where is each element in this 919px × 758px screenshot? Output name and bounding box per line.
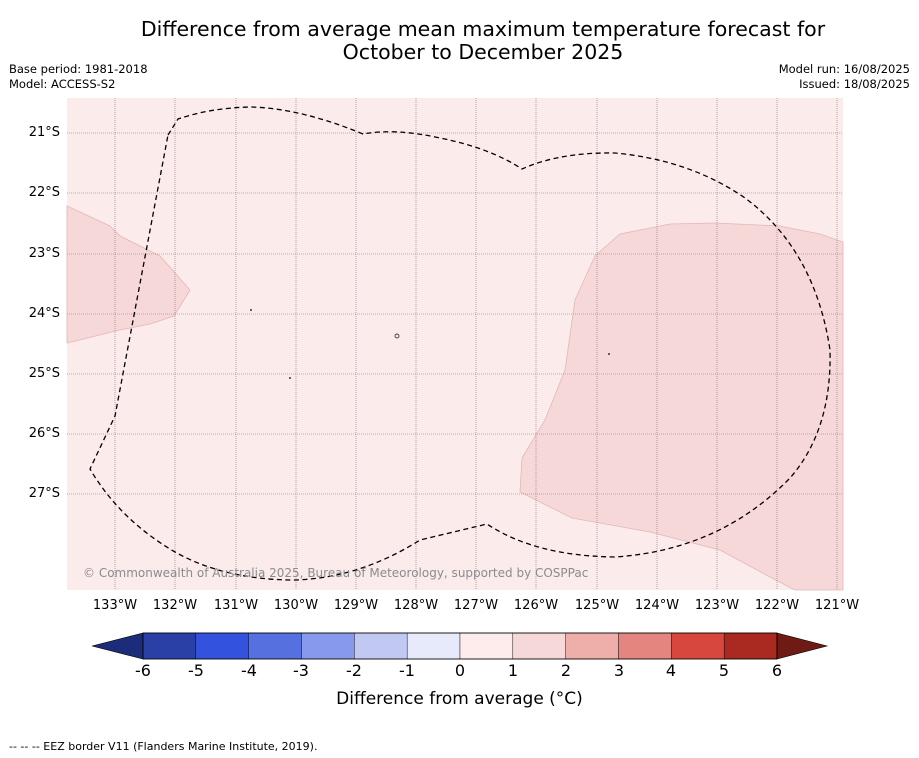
lat-label: 22°S (28, 185, 60, 200)
colorbar-bin (354, 632, 408, 660)
colorbar-tick: 2 (560, 661, 572, 680)
issued-date: Issued: 18/08/2025 (799, 77, 910, 91)
lon-label: 124°W (634, 598, 680, 613)
map-title-line2: October to December 2025 (342, 40, 624, 64)
lon-label: 132°W (152, 598, 198, 613)
meta-left: Base period: 1981-2018 Model: ACCESS-S2 (9, 62, 148, 92)
colorbar-low-extension (91, 632, 144, 660)
colorbar-bin (512, 632, 566, 660)
lon-label: 121°W (814, 598, 860, 613)
lat-label: 25°S (28, 366, 60, 381)
model-run: Model run: 16/08/2025 (778, 62, 910, 76)
colorbar-tick: -3 (293, 661, 309, 680)
anomaly-patch-east (519, 222, 844, 591)
colorbar-tick: -4 (241, 661, 257, 680)
lat-label: 26°S (28, 426, 60, 441)
base-period: Base period: 1981-2018 (9, 62, 148, 76)
copyright-notice: © Commonwealth of Australia 2025, Bureau… (83, 566, 589, 580)
lat-label: 27°S (28, 486, 60, 501)
anomaly-patch-west (66, 205, 191, 344)
lon-label: 123°W (694, 598, 740, 613)
colorbar-tick: -1 (399, 661, 415, 680)
colorbar-tick: -6 (135, 661, 151, 680)
colorbar-bin (142, 632, 197, 660)
lon-label: 129°W (333, 598, 379, 613)
colorbar-bins (142, 632, 778, 660)
lon-label: 131°W (213, 598, 259, 613)
island-marker (289, 377, 291, 379)
lat-label: 21°S (28, 125, 60, 140)
map-title: Difference from average mean maximum tem… (0, 18, 919, 64)
colorbar-bin (301, 632, 355, 660)
island-marker (394, 333, 400, 339)
lon-label: 133°W (92, 598, 138, 613)
colorbar-high-extension (776, 632, 829, 660)
lat-label: 24°S (28, 306, 60, 321)
lat-label: 23°S (28, 246, 60, 261)
colorbar-frame (142, 632, 778, 660)
meta-right: Model run: 16/08/2025 Issued: 18/08/2025 (779, 62, 910, 92)
colorbar-tick: 4 (665, 661, 677, 680)
lon-label: 125°W (574, 598, 620, 613)
colorbar-tick: 5 (718, 661, 730, 680)
colorbar-tick: -5 (188, 661, 204, 680)
colorbar-bin (459, 632, 514, 660)
lon-label: 128°W (393, 598, 439, 613)
colorbar-tick: 3 (613, 661, 625, 680)
graticule-lat (67, 132, 843, 495)
colorbar-bin (565, 632, 619, 660)
colorbar-bin (671, 632, 725, 660)
colorbar-tick: 6 (771, 661, 783, 680)
island-marker (608, 353, 610, 355)
colorbar-label: Difference from average (°C) (336, 689, 583, 709)
colorbar-tick: 0 (454, 661, 466, 680)
legend-footer: -- -- -- EEZ border V11 (Flanders Marine… (9, 740, 318, 753)
island-marker (250, 309, 252, 311)
colorbar-bin (618, 632, 672, 660)
graticule-lon (114, 98, 838, 590)
lon-label: 127°W (453, 598, 499, 613)
colorbar-bin (723, 632, 778, 660)
lon-label: 126°W (513, 598, 559, 613)
colorbar-bin (248, 632, 302, 660)
model-name: Model: ACCESS-S2 (9, 77, 116, 91)
eez-border (89, 106, 831, 581)
colorbar-tick: 1 (507, 661, 519, 680)
colorbar-bin (195, 632, 249, 660)
lon-label: 130°W (273, 598, 319, 613)
map-title-line1: Difference from average mean maximum tem… (140, 17, 826, 41)
colorbar-bin (406, 632, 461, 660)
colorbar-tick: -2 (346, 661, 362, 680)
lon-label: 122°W (754, 598, 800, 613)
